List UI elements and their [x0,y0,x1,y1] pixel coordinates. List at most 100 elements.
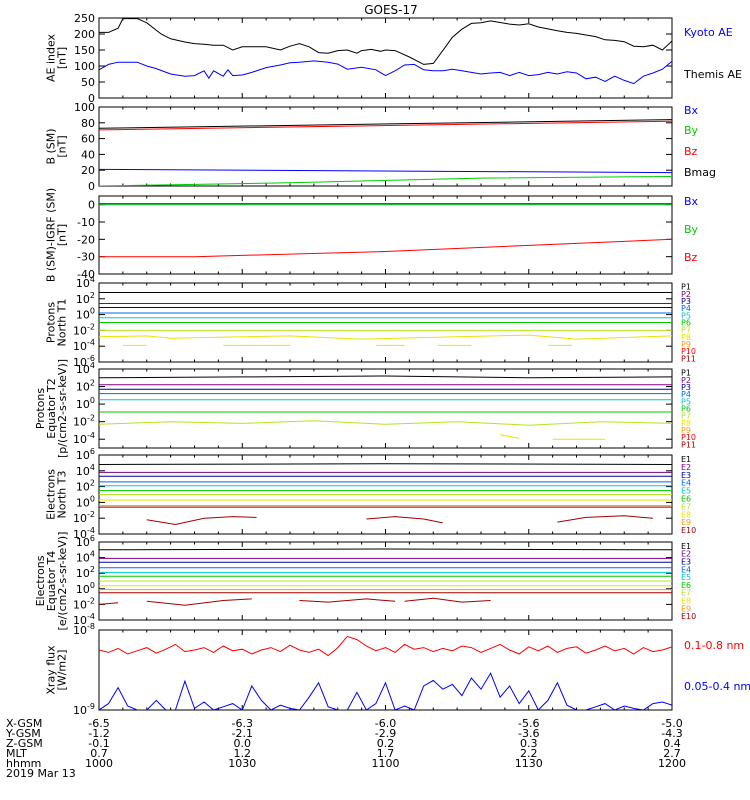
legend-layer: Kyoto AE Themis AE Bx By Bz Bmag Bx By Bz 0.1-0.8… [683,26,750,693]
y-axis-title: Equator T2 [45,378,58,438]
y-tick-label: -40 [77,268,95,281]
y-axis-title: [nT] [56,224,69,246]
x-row-label: X-GSM [6,717,42,730]
channel-legend: P9 [681,426,691,435]
panel-bsm: 0 20 40 60 80 100 B (SM)[nT] [45,101,673,193]
channel-legend: P8 [681,419,691,428]
y-tick-label: 100 [76,396,95,411]
panel-ae: 0 50 100 150 200 250 AE index[nT] [45,12,673,105]
legend-entry: Kyoto AE [684,26,733,39]
series-line [99,334,672,340]
plot-area [99,203,672,258]
y-tick-label: 250 [74,12,95,25]
series-line [99,672,672,710]
x-tick-label: 1.7 [377,747,395,760]
channel-legend: P2 [681,376,691,385]
y-axis-title: Electrons [34,555,47,606]
channel-legend: E9 [681,518,691,527]
channel-legend: E6 [681,494,691,503]
panel-frame [98,629,673,711]
channel-legend: E4 [681,565,691,574]
panel-frame [98,17,673,99]
x-tick-label: 0.4 [663,737,681,750]
y-tick-label: -20 [77,233,95,246]
y-tick-label: 104 [76,463,95,478]
y-axis-title: [nT] [56,135,69,157]
y-tick-label: 10-4 [73,431,95,446]
y-tick-label: 10-8 [73,622,95,637]
series-line [99,635,672,657]
channel-legend: P9 [681,340,691,349]
series-line [99,463,672,465]
x-tick-label: 1100 [372,757,400,770]
x-tick-label: -5.6 [518,717,539,730]
plot-area [99,18,672,85]
series-segment [146,516,257,526]
channel-legend: P6 [681,319,691,328]
panel-frame [98,106,673,187]
x-tick-label: -3.6 [518,727,539,740]
x-tick-label: 0.2 [377,737,395,750]
channel-legend: E8 [681,597,691,606]
channel-legend: P1 [681,283,691,292]
plot-title: GOES-17 [364,3,418,17]
series-segment [557,515,653,523]
legend-entry: Bx [684,104,699,117]
channel-legend: P7 [681,326,691,335]
x-tick-label: -0.1 [88,737,109,750]
y-axis-title: North T3 [56,471,69,519]
plot-area [99,119,672,186]
y-axis-title: [e/(cm2-s-sr-keV)] [56,532,69,631]
x-tick-label: -5.0 [661,717,682,730]
plot-area [99,292,672,346]
channel-legend: E4 [681,479,691,488]
x-tick-label: 0.3 [520,737,538,750]
legend-entry: Bz [684,145,698,158]
y-tick-label: 100 [76,494,95,509]
channel-legend: P5 [681,397,691,406]
legend-entry: By [684,124,699,137]
plot-area [99,463,672,526]
x-tick-label: 1000 [85,757,113,770]
y-tick-label: 100 [76,307,95,322]
x-tick-label: -4.3 [661,727,682,740]
channel-legend: P3 [681,297,691,306]
series-line [99,168,672,174]
series-line [99,18,672,65]
channel-legend: P8 [681,333,691,342]
channel-legend: P4 [681,304,691,313]
x-tick-label: 1.2 [234,747,252,760]
y-axis-title: Electrons [45,469,58,520]
channel-legend: P1 [681,369,691,378]
channel-legend: E3 [681,558,691,567]
plot-area [99,375,672,440]
series-segment [366,516,443,524]
y-tick-label: 10-2 [73,322,95,337]
x-tick-label: -2.9 [375,727,396,740]
channel-legend: E5 [681,573,691,582]
x-tick-label: -6.5 [88,717,109,730]
y-tick-label: 104 [76,361,95,376]
y-tick-label: 104 [76,275,95,290]
channel-legend: E2 [681,550,691,559]
y-tick-label: 80 [81,117,95,130]
channel-legend: E9 [681,604,691,613]
y-axis-title: AE index [45,33,58,82]
x-row-label: MLT [6,747,27,760]
y-tick-label: 106 [76,534,95,549]
channel-legend: E5 [681,487,691,496]
legend-entry: By [684,223,699,236]
y-axis-title: Xray flux [45,645,58,695]
series-line [99,548,672,551]
y-tick-label: 10-2 [73,596,95,611]
legend-entry: Bmag [684,166,716,179]
y-axis-title: [W/m2] [56,650,69,691]
y-tick-label: 0 [88,180,95,193]
series-line [99,176,672,186]
y-tick-label: 50 [81,76,95,89]
x-row-label: Y-GSM [5,727,41,740]
y-tick-label: 20 [81,164,95,177]
